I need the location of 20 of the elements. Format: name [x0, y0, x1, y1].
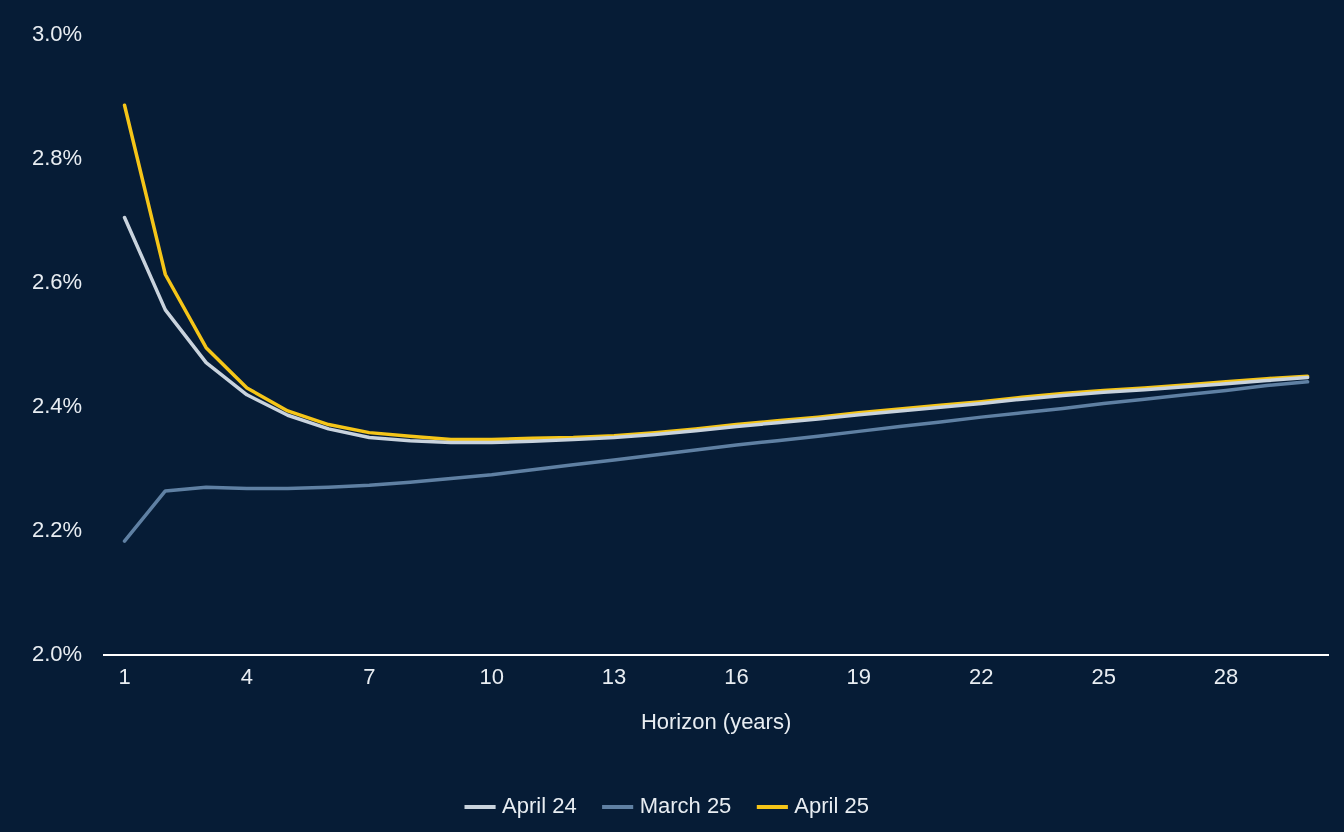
x-tick-label: 25 — [1091, 664, 1116, 690]
y-tick-label: 2.0% — [31, 641, 83, 667]
x-tick-label: 19 — [846, 664, 872, 690]
y-tick-label: 2.8% — [31, 145, 83, 171]
legend-label: March 25 — [639, 793, 732, 819]
x-tick-label: 4 — [240, 664, 254, 690]
x-axis-title: Horizon (years) — [640, 708, 792, 734]
x-tick-label: 1 — [118, 664, 131, 690]
y-tick-label: 2.6% — [31, 269, 83, 295]
y-tick-label: 2.2% — [31, 517, 83, 543]
x-tick-label: 13 — [601, 664, 627, 690]
x-tick-label: 22 — [969, 664, 994, 690]
y-tick-label: 2.4% — [31, 393, 83, 419]
x-tick-label: 10 — [479, 664, 504, 690]
x-tick-label: 16 — [724, 664, 749, 690]
y-tick-label: 3.0% — [31, 21, 83, 47]
x-tick-label: 28 — [1213, 664, 1239, 690]
legend-label: April 24 — [502, 793, 577, 819]
legend-label: April 25 — [794, 793, 869, 819]
x-tick-label: 7 — [363, 664, 376, 690]
